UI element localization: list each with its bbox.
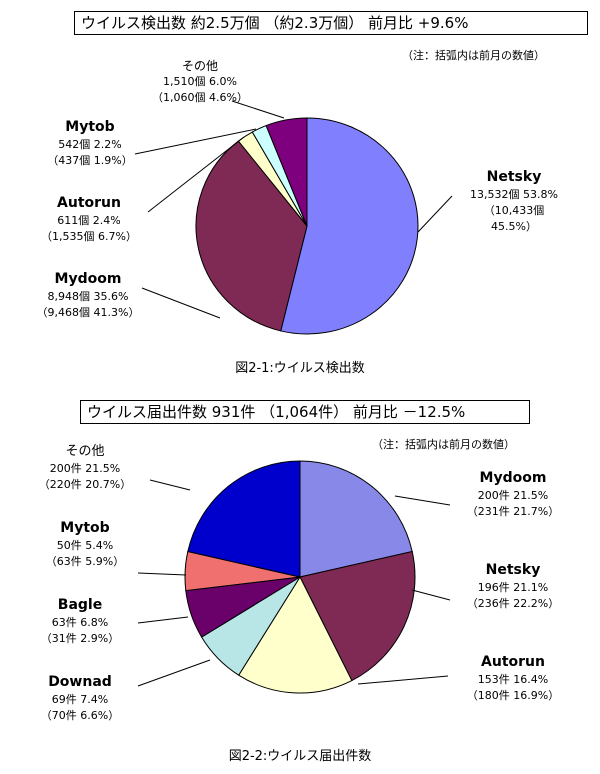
label-count: 50件: [56, 539, 82, 552]
label-pct: 35.6%: [93, 290, 129, 303]
label-prev-pct: 45.5%）: [491, 220, 537, 233]
label-pct: 6.8%: [80, 616, 109, 629]
label-pct: 53.8%: [523, 188, 558, 201]
leader-other: [231, 100, 285, 119]
chart1-label-netsky: Netsky 13,532個 53.8% （10,433個 45.5%）: [452, 168, 576, 235]
chart1-label-other: その他 1,510個 6.0% （1,060個 4.6%）: [140, 58, 260, 106]
chart1-title: ウイルス検出数 約2.5万個 （約2.3万個） 前月比 +9.6%: [74, 11, 588, 35]
leader-netsky-2: [411, 589, 451, 601]
chart1-caption: 図2-1:ウイルス検出数: [235, 361, 365, 376]
label-count: 1,510個: [163, 75, 206, 88]
label-name: Mytob: [65, 119, 115, 135]
label-name: Autorun: [57, 195, 121, 211]
chart2-label-other: その他 200件 21.5% （220件 20.7%）: [20, 442, 150, 493]
label-prev: （70件 6.6%）: [40, 709, 120, 722]
chart2-label-autorun: Autorun 153件 16.4% （180件 16.9%）: [448, 653, 578, 704]
label-prev: （236件 22.2%）: [466, 597, 560, 610]
leader-mytob-2: [137, 572, 187, 576]
pie-slice-other: [265, 117, 308, 227]
chart2-label-mydoom: Mydoom 200件 21.5% （231件 21.7%）: [448, 469, 578, 520]
label-count: 13,532個: [470, 188, 520, 201]
label-pct: 16.4%: [513, 673, 549, 686]
label-prev: （437個 1.9%）: [47, 154, 133, 167]
label-name: Mydoom: [479, 470, 547, 486]
pie-slice-mydoom: [195, 140, 308, 332]
label-count: 611個: [57, 214, 90, 227]
leader-mydoom: [141, 287, 221, 319]
label-pct: 5.4%: [85, 539, 114, 552]
label-prev: （1,060個 4.6%）: [152, 91, 248, 104]
leader-autorun-2: [357, 675, 449, 685]
label-count: 542個: [58, 138, 91, 151]
chart1-label-autorun: Autorun 611個 2.4% （1,535個 6.7%）: [30, 194, 148, 245]
label-prev: （1,535個 6.7%）: [41, 230, 137, 243]
leader-bagle-2: [137, 616, 189, 624]
label-pct: 6.0%: [209, 75, 237, 88]
label-count: 69件: [51, 693, 77, 706]
chart2-label-netsky: Netsky 196件 21.1% （236件 22.2%）: [448, 561, 578, 612]
chart2-label-mytob: Mytob 50件 5.4% （63件 5.9%）: [30, 519, 140, 570]
pie2-leader-lines: [137, 479, 451, 687]
chart2-note: （注：括弧内は前月の数値）: [372, 438, 515, 451]
label-count: 200件: [477, 489, 510, 502]
label-count: 153件: [477, 673, 510, 686]
label-name: Autorun: [481, 654, 545, 670]
pie-slice-other: [187, 460, 301, 578]
label-pct: 7.4%: [80, 693, 109, 706]
pie-slice-netsky: [299, 550, 416, 682]
label-prev: （31件 2.9%）: [40, 632, 120, 645]
chart2-title: ウイルス届出件数 931件 （1,064件） 前月比 －12.5%: [80, 400, 530, 424]
label-name: その他: [181, 59, 218, 73]
leader-downad-2: [137, 659, 211, 687]
chart2-caption: 図2-2:ウイルス届出件数: [228, 749, 372, 764]
label-prev: （231件 21.7%）: [466, 505, 560, 518]
label-pct: 2.4%: [92, 214, 121, 227]
label-name: その他: [65, 444, 105, 459]
label-pct: 21.5%: [513, 489, 549, 502]
label-prev-count: （10,433個: [483, 204, 545, 217]
pie-slice-mydoom: [299, 460, 413, 578]
pie1-leader-lines: [134, 100, 453, 319]
label-prev: （220件 20.7%）: [38, 478, 132, 491]
label-pct: 21.1%: [513, 581, 549, 594]
chart1-label-mydoom: Mydoom 8,948個 35.6% （9,468個 41.3%）: [28, 270, 148, 321]
label-count: 8,948個: [47, 290, 91, 303]
label-name: Netsky: [485, 562, 541, 578]
label-prev: （180件 16.9%）: [466, 689, 560, 702]
chart2-label-downad: Downad 69件 7.4% （70件 6.6%）: [20, 673, 140, 724]
leader-other-2: [149, 479, 191, 491]
label-name: Netsky: [486, 169, 542, 185]
pie-slice-autorun: [238, 575, 353, 694]
pie2: [184, 460, 416, 694]
chart2-label-bagle: Bagle 63件 6.8% （31件 2.9%）: [25, 596, 135, 647]
label-prev: （63件 5.9%）: [45, 555, 125, 568]
label-count: 196件: [477, 581, 510, 594]
pie1: [195, 117, 419, 335]
label-name: Downad: [48, 674, 112, 690]
label-count: 63件: [51, 616, 77, 629]
label-prev: （9,468個 41.3%）: [36, 306, 140, 319]
chart1-note: （注：括弧内は前月の数値）: [402, 49, 545, 62]
label-pct: 21.5%: [85, 462, 121, 475]
label-name: Mytob: [60, 520, 110, 536]
chart1-label-mytob: Mytob 542個 2.2% （437個 1.9%）: [40, 118, 140, 169]
label-name: Mydoom: [54, 271, 122, 287]
leader-mydoom-2: [394, 495, 451, 506]
label-name: Bagle: [57, 597, 103, 613]
label-count: 200件: [49, 462, 82, 475]
leader-netsky: [417, 195, 453, 233]
label-pct: 2.2%: [93, 138, 122, 151]
leader-mytob: [134, 128, 257, 155]
leader-autorun: [147, 136, 245, 213]
pie-slice-netsky: [280, 117, 419, 335]
